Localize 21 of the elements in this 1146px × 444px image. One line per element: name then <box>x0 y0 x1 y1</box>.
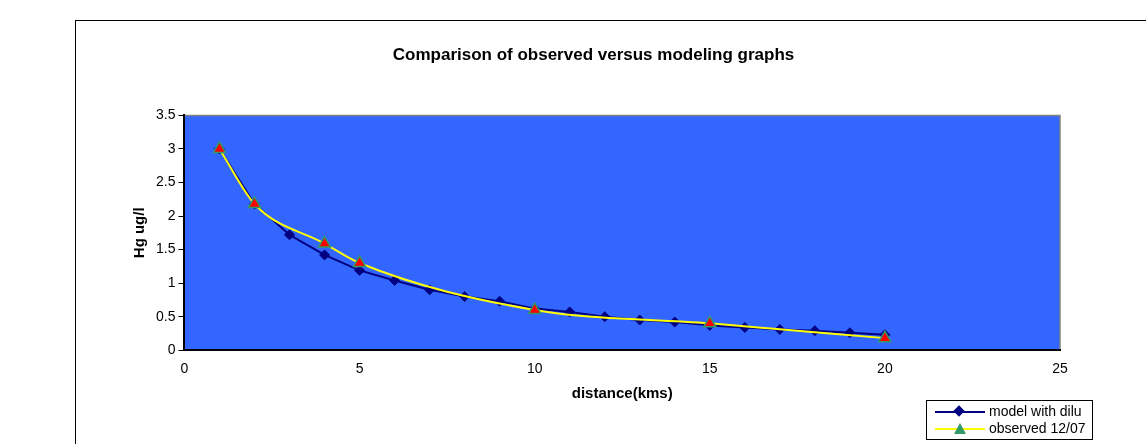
y-tick-label: 3 <box>167 139 176 156</box>
point <box>319 249 331 261</box>
x-axis-title: distance(kms) <box>571 384 673 402</box>
x-tick-label: 0 <box>180 360 189 377</box>
y-tick-label: 3.5 <box>155 106 176 123</box>
chart-title: Comparison of observed versus modeling graphs <box>392 44 795 64</box>
x-tick-label: 25 <box>1052 360 1068 377</box>
y-axis-title: Hg ug/l <box>130 207 148 259</box>
legend-label: observed 12/07 <box>989 420 1086 437</box>
y-tick-label: 0 <box>167 341 176 358</box>
x-tick-label: 20 <box>877 360 893 377</box>
y-tick-label: 1 <box>167 273 176 290</box>
y-tick-label: 1.5 <box>155 240 176 257</box>
y-tick-label: 0.5 <box>155 307 176 324</box>
y-tick-label: 2.5 <box>155 173 176 190</box>
x-tick-label: 15 <box>702 360 718 377</box>
x-tick-label: 10 <box>526 360 543 377</box>
legend-label: model with dilu <box>989 403 1082 420</box>
point <box>284 229 296 241</box>
x-tick-label: 5 <box>355 360 364 377</box>
y-tick-label: 2 <box>167 206 176 223</box>
